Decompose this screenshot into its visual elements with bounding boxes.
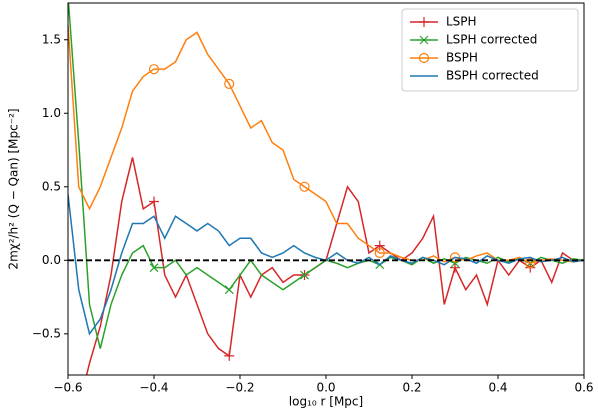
x-tick-label: 0.4 [488, 381, 507, 395]
legend-label: BSPH [446, 51, 478, 65]
series-marker [224, 285, 234, 295]
y-tick-label: 0.0 [42, 253, 61, 267]
y-axis-label: 2mχ²/h² (Q − Qan) [Mpc⁻²] [7, 108, 21, 269]
series-line [85, 157, 584, 375]
series-marker [300, 270, 309, 280]
y-tick-label: 1.5 [42, 32, 61, 46]
x-tick-label: −0.6 [53, 381, 82, 395]
legend-label: LSPH corrected [446, 33, 537, 47]
y-tick-label: 1.0 [42, 106, 61, 120]
legend-label: BSPH corrected [446, 69, 539, 83]
series-marker [224, 78, 235, 89]
series-marker [148, 64, 160, 75]
series-marker [374, 247, 385, 259]
series-marker [374, 240, 385, 251]
x-tick-label: −0.2 [225, 381, 254, 395]
x-tick-label: 0.0 [316, 381, 335, 395]
legend-marker [418, 52, 430, 64]
series-marker [450, 262, 460, 273]
series-marker [299, 181, 310, 192]
x-tick-label: 0.6 [574, 381, 593, 395]
series-marker [525, 258, 536, 269]
x-tick-label: 0.2 [402, 381, 421, 395]
y-tick-label: −0.5 [32, 326, 61, 340]
legend-label: LSPH [446, 15, 477, 29]
x-axis-label: log₁₀ r [Mpc] [289, 395, 363, 409]
x-tick-label: −0.4 [139, 381, 168, 395]
series-line [68, 194, 584, 336]
series-marker [149, 196, 159, 207]
legend-box [401, 8, 579, 92]
legend-marker [419, 17, 429, 27]
series-marker [149, 263, 159, 273]
series-marker [224, 350, 235, 361]
plot-area [68, 3, 584, 375]
legend-marker [419, 35, 429, 45]
y-tick-label: 0.5 [42, 179, 61, 193]
